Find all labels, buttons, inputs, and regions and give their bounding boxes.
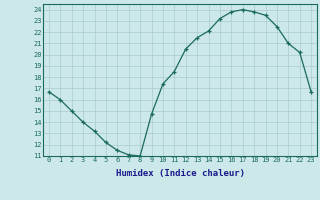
X-axis label: Humidex (Indice chaleur): Humidex (Indice chaleur) <box>116 169 244 178</box>
